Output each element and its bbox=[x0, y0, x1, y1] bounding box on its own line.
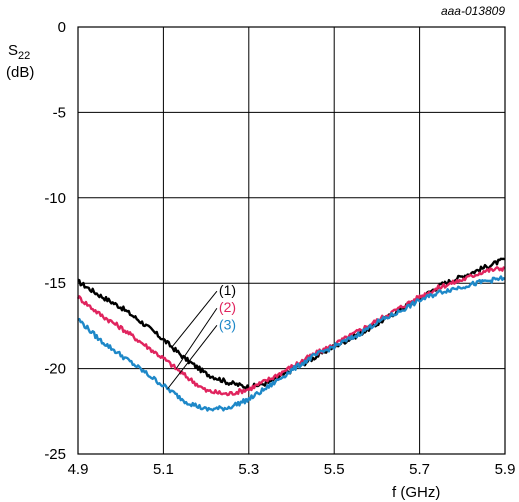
y-tick-label: -15 bbox=[44, 275, 66, 292]
x-tick-labels: 4.9 5.1 5.3 5.5 5.7 5.9 bbox=[68, 461, 516, 478]
y-axis-label: S22 bbox=[8, 42, 30, 62]
callout-label-1: (1) bbox=[219, 282, 236, 298]
series-lines bbox=[76, 257, 506, 412]
y-axis-label-subscript: 22 bbox=[18, 50, 30, 62]
y-tick-label: 0 bbox=[58, 19, 66, 36]
callout-leader-3 bbox=[167, 325, 218, 390]
x-tick-label: 5.5 bbox=[324, 461, 345, 478]
y-tick-label: -5 bbox=[53, 104, 66, 121]
y-axis-label-main: S bbox=[8, 42, 18, 59]
callouts: (1)(2)(3) bbox=[167, 282, 236, 390]
x-tick-label: 5.1 bbox=[153, 461, 174, 478]
x-axis-label: f (GHz) bbox=[392, 484, 440, 501]
x-tick-label: 4.9 bbox=[68, 461, 89, 478]
y-tick-label: -25 bbox=[44, 446, 66, 463]
series-line-3 bbox=[77, 275, 506, 412]
series-line-2 bbox=[76, 266, 506, 397]
x-tick-label: 5.3 bbox=[238, 461, 259, 478]
callout-label-2: (2) bbox=[219, 299, 236, 315]
callout-leader-1 bbox=[171, 290, 218, 348]
x-tick-label: 5.9 bbox=[495, 461, 516, 478]
y-tick-label: -10 bbox=[44, 190, 66, 207]
x-tick-label: 5.7 bbox=[409, 461, 430, 478]
y-tick-labels: 0 -5 -10 -15 -20 -25 bbox=[44, 19, 66, 463]
callout-label-3: (3) bbox=[219, 316, 236, 332]
chart-code: aaa-013809 bbox=[441, 4, 505, 18]
y-axis-unit: (dB) bbox=[6, 64, 34, 81]
y-tick-label: -20 bbox=[44, 361, 66, 378]
grid bbox=[78, 27, 505, 454]
plot-frame bbox=[77, 26, 506, 455]
callout-leader-2 bbox=[175, 307, 218, 369]
